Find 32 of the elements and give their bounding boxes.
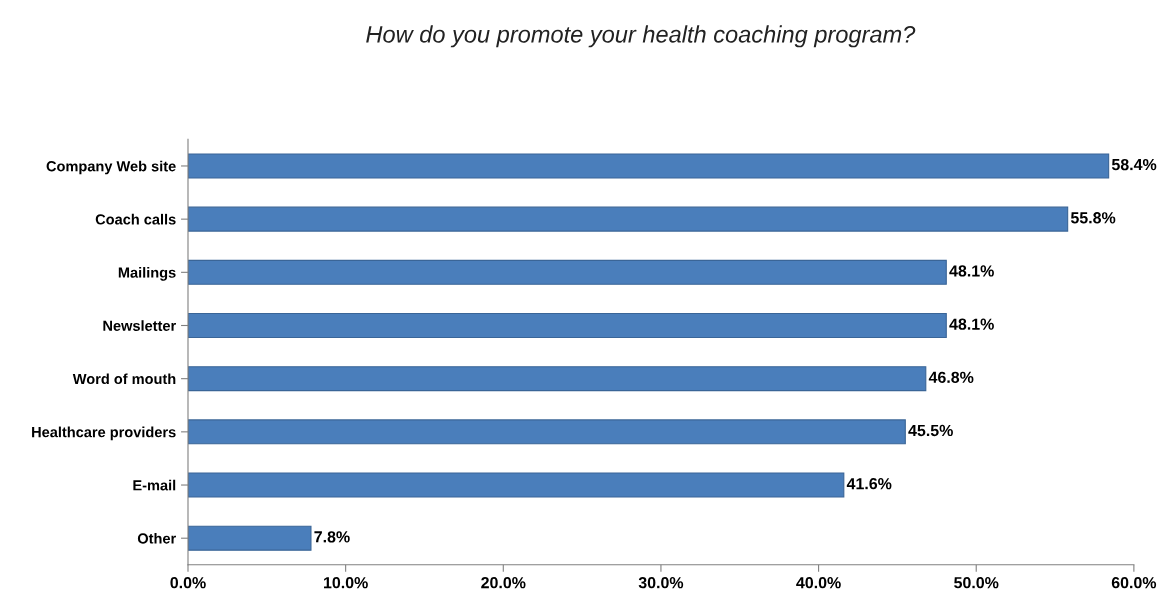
data-label: 55.8% (1070, 212, 1116, 224)
y-tick-label: Newsletter (103, 320, 176, 331)
x-tick-label: 40.0% (796, 577, 841, 589)
x-tick-label: 10.0% (324, 577, 368, 589)
data-label: 7.8% (314, 531, 350, 543)
y-tick-label: Healthcare providers (32, 426, 176, 441)
y-tick-label: Company Web site (46, 160, 176, 175)
x-tick-label: 30.0% (638, 577, 684, 589)
bar (188, 419, 906, 445)
x-tick-label: 50.0% (954, 577, 999, 589)
bar (188, 312, 947, 339)
bar (188, 259, 947, 285)
y-tick-label: Other (137, 532, 176, 544)
x-tick-label: 0.0% (170, 577, 206, 589)
bar (188, 153, 1110, 179)
data-label: 46.8% (928, 371, 974, 383)
y-tick-label: E-mail (133, 479, 176, 491)
chart-title: How do you promote your health coaching program? (366, 25, 916, 48)
data-label: 41.6% (846, 478, 892, 490)
x-tick-label: 20.0% (481, 577, 526, 589)
data-label: 48.1% (949, 318, 994, 330)
bar (188, 525, 312, 551)
bar (188, 366, 927, 392)
bar (188, 206, 1069, 232)
x-tick-label: 60.0% (1111, 577, 1157, 589)
y-tick-label: Word of mouth (72, 373, 176, 385)
data-label: 58.4% (1111, 158, 1157, 171)
y-tick-label: Coach calls (95, 213, 176, 225)
bar (188, 472, 845, 498)
y-tick-label: Mailings (118, 267, 176, 281)
data-label: 45.5% (908, 424, 953, 437)
data-label: 48.1% (949, 265, 994, 277)
